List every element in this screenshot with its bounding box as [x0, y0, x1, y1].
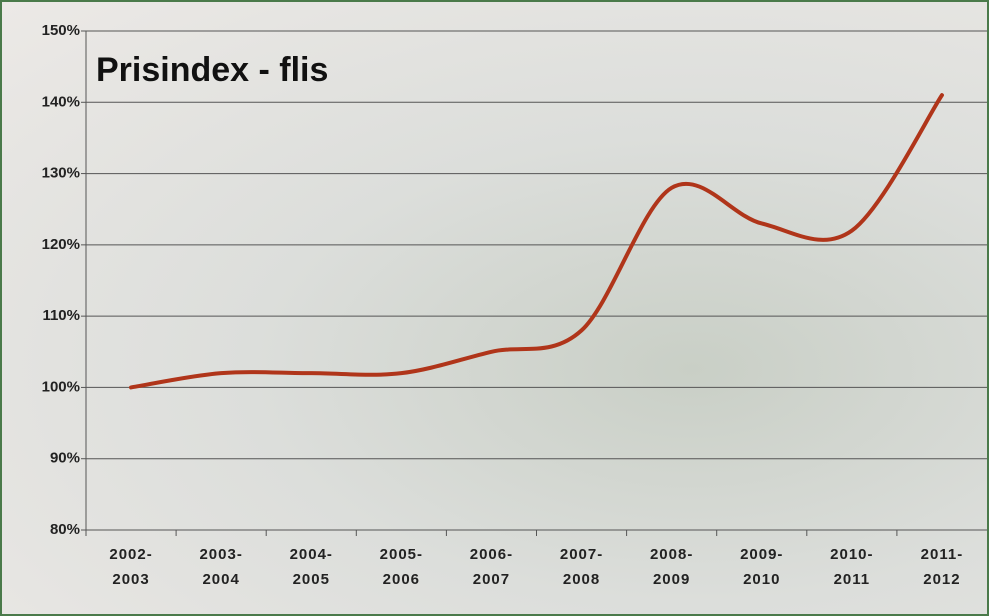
x-tick-label: 2005- 2006: [371, 542, 431, 592]
chart-title: Prisindex - flis: [96, 51, 328, 89]
y-tick-label: 120%: [42, 236, 80, 253]
chart-frame: Prisindex - flis 80% 90% 100% 110% 120% 130% 1…: [0, 0, 989, 616]
x-tick-label: 2004- 2005: [281, 542, 341, 592]
x-tick-label: 2011- 2012: [912, 542, 972, 592]
x-tick-label: 2009- 2010: [732, 542, 792, 592]
y-tick-label: 90%: [50, 450, 80, 467]
x-tick-label: 2007- 2008: [552, 542, 612, 592]
chart: Prisindex - flis 80% 90% 100% 110% 120% 130% 1…: [2, 2, 987, 614]
x-tick-label: 2006- 2007: [461, 542, 521, 592]
y-tick-label: 110%: [42, 307, 80, 324]
y-tick-label: 130%: [42, 165, 80, 182]
x-tick-label: 2002- 2003: [101, 542, 161, 592]
x-tick-label: 2003- 2004: [191, 542, 251, 592]
x-tick-label: 2008- 2009: [642, 542, 702, 592]
line: [131, 95, 942, 387]
y-tick-label: 140%: [42, 93, 80, 110]
y-tick-label: 100%: [42, 378, 80, 395]
y-tick-label: 150%: [42, 22, 80, 39]
y-tick-label: 80%: [50, 521, 80, 538]
x-tick-label: 2010- 2011: [822, 542, 882, 592]
